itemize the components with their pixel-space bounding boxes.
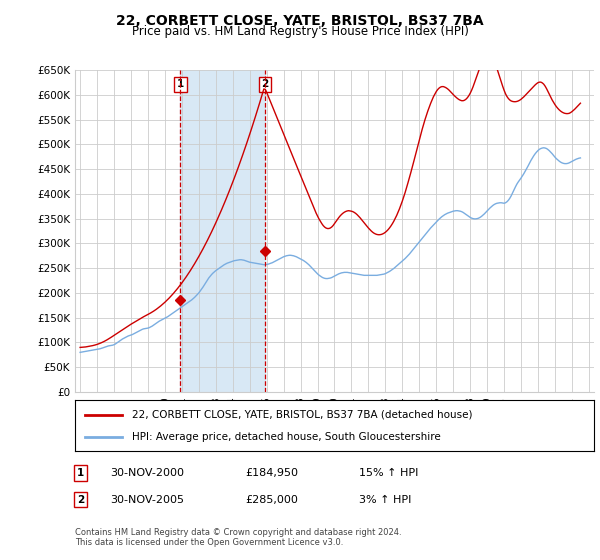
Text: 2: 2 (262, 80, 269, 90)
Text: £285,000: £285,000 (245, 494, 298, 505)
Text: 1: 1 (77, 468, 84, 478)
Text: 30-NOV-2000: 30-NOV-2000 (110, 468, 184, 478)
Text: 1: 1 (177, 80, 184, 90)
Text: 22, CORBETT CLOSE, YATE, BRISTOL, BS37 7BA: 22, CORBETT CLOSE, YATE, BRISTOL, BS37 7… (116, 14, 484, 28)
Text: HPI: Average price, detached house, South Gloucestershire: HPI: Average price, detached house, Sout… (132, 432, 441, 442)
Bar (181, 70, 265, 392)
Text: 15% ↑ HPI: 15% ↑ HPI (359, 468, 418, 478)
Text: 2: 2 (77, 494, 84, 505)
Text: 22, CORBETT CLOSE, YATE, BRISTOL, BS37 7BA (detached house): 22, CORBETT CLOSE, YATE, BRISTOL, BS37 7… (132, 409, 473, 419)
Text: 30-NOV-2005: 30-NOV-2005 (110, 494, 184, 505)
Text: Price paid vs. HM Land Registry's House Price Index (HPI): Price paid vs. HM Land Registry's House … (131, 25, 469, 38)
Text: Contains HM Land Registry data © Crown copyright and database right 2024.
This d: Contains HM Land Registry data © Crown c… (75, 528, 401, 547)
Text: £184,950: £184,950 (245, 468, 298, 478)
Text: 3% ↑ HPI: 3% ↑ HPI (359, 494, 411, 505)
